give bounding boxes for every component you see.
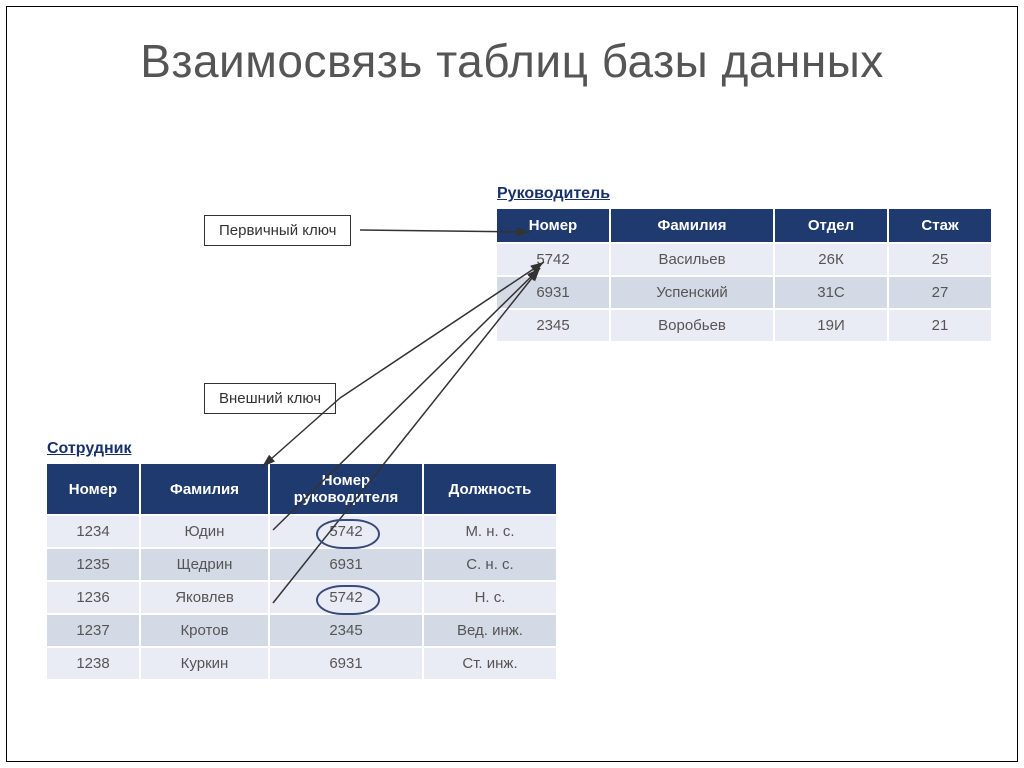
table-cell: 5742 — [269, 581, 423, 614]
table-row: 1235Щедрин6931С. н. с. — [46, 548, 557, 581]
table-cell: Вед. инж. — [423, 614, 557, 647]
table-cell: 31С — [774, 276, 888, 309]
table-cell: 2345 — [269, 614, 423, 647]
table-row: 2345Воробьев19И21 — [496, 309, 992, 342]
table-header: Должность — [423, 463, 557, 515]
table-cell: Юдин — [140, 515, 269, 548]
table-cell: Воробьев — [610, 309, 774, 342]
manager-table: НомерФамилияОтделСтаж5742Васильев26К2569… — [495, 207, 993, 343]
table-cell: 1235 — [46, 548, 140, 581]
table-cell: 6931 — [269, 647, 423, 680]
table-cell: Ст. инж. — [423, 647, 557, 680]
table-cell: Кротов — [140, 614, 269, 647]
table-cell: М. н. с. — [423, 515, 557, 548]
table-cell: 25 — [888, 243, 992, 276]
table-cell: 21 — [888, 309, 992, 342]
table-cell: С. н. с. — [423, 548, 557, 581]
callout-primary-key: Первичный ключ — [204, 215, 351, 246]
table-row: 1234Юдин5742М. н. с. — [46, 515, 557, 548]
manager-table-title: Руководитель — [497, 185, 993, 203]
table-header: Стаж — [888, 208, 992, 243]
table-row: 6931Успенский31С27 — [496, 276, 992, 309]
table-cell: 1238 — [46, 647, 140, 680]
table-cell: Яковлев — [140, 581, 269, 614]
table-cell: 1236 — [46, 581, 140, 614]
table-cell: 6931 — [269, 548, 423, 581]
callout-foreign-key: Внешний ключ — [204, 383, 336, 414]
table-row: 1238Куркин6931Ст. инж. — [46, 647, 557, 680]
employee-table: НомерФамилияНомер руководителяДолжность1… — [45, 462, 558, 681]
table-header: Фамилия — [140, 463, 269, 515]
table-row: 1236Яковлев5742Н. с. — [46, 581, 557, 614]
table-header: Номер руководителя — [269, 463, 423, 515]
manager-table-wrap: Руководитель НомерФамилияОтделСтаж5742Ва… — [495, 185, 993, 343]
table-cell: Куркин — [140, 647, 269, 680]
table-cell: 5742 — [496, 243, 610, 276]
table-header: Номер — [46, 463, 140, 515]
table-cell: Васильев — [610, 243, 774, 276]
employee-table-wrap: Сотрудник НомерФамилияНомер руководителя… — [45, 440, 558, 681]
table-header: Номер — [496, 208, 610, 243]
table-row: 5742Васильев26К25 — [496, 243, 992, 276]
table-cell: 5742 — [269, 515, 423, 548]
table-header: Фамилия — [610, 208, 774, 243]
table-cell: Щедрин — [140, 548, 269, 581]
table-cell: 1234 — [46, 515, 140, 548]
table-cell: 6931 — [496, 276, 610, 309]
table-cell: 1237 — [46, 614, 140, 647]
table-row: 1237Кротов2345Вед. инж. — [46, 614, 557, 647]
table-cell: Н. с. — [423, 581, 557, 614]
table-cell: 27 — [888, 276, 992, 309]
table-cell: 19И — [774, 309, 888, 342]
employee-table-title: Сотрудник — [47, 440, 558, 458]
table-cell: Успенский — [610, 276, 774, 309]
table-header: Отдел — [774, 208, 888, 243]
table-cell: 2345 — [496, 309, 610, 342]
table-cell: 26К — [774, 243, 888, 276]
